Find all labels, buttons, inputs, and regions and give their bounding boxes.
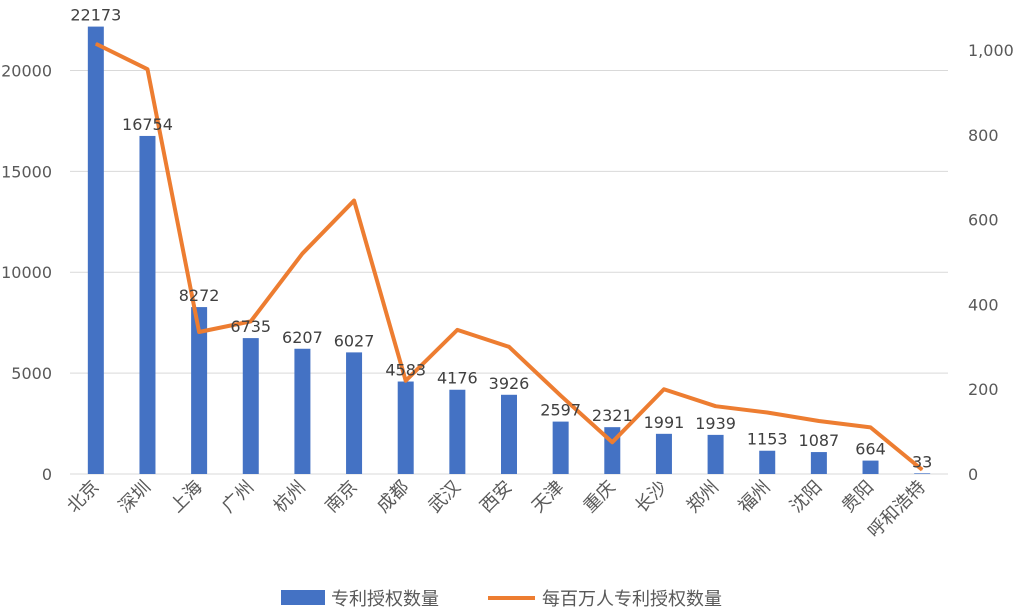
right-tick-label: 1,000 [968, 41, 1014, 60]
legend: 专利授权数量 每百万人专利授权数量 [281, 589, 722, 608]
right-tick-label: 800 [968, 126, 999, 145]
bar [810, 452, 827, 474]
category-label: 天津 [528, 477, 568, 517]
bar [707, 434, 724, 474]
line-point [611, 441, 613, 443]
category-label: 沈阳 [786, 477, 826, 517]
bar [501, 394, 517, 474]
bar-data-label: 2597 [540, 401, 581, 420]
bar [191, 307, 208, 474]
line-point [353, 200, 355, 202]
bar-data-label: 1087 [799, 431, 840, 450]
line-layer [94, 41, 924, 472]
bar-data-label: 2321 [592, 406, 633, 425]
bar [87, 26, 104, 474]
bar [242, 338, 259, 474]
bar-data-label: 1939 [695, 414, 736, 433]
left-tick-label: 15000 [1, 162, 52, 181]
category-label: 上海 [166, 477, 206, 517]
legend-bar-label: 专利授权数量 [331, 589, 439, 608]
category-label: 西安 [476, 477, 516, 517]
left-tick-label: 5000 [11, 364, 52, 383]
left-tick-label: 20000 [1, 61, 52, 80]
line-point [560, 395, 562, 397]
category-label: 武汉 [425, 477, 465, 517]
category-label: 呼和浩特 [864, 477, 930, 543]
category-label: 长沙 [631, 477, 671, 517]
bars-layer [87, 26, 931, 474]
bar-data-label: 4583 [385, 361, 426, 380]
bar-data-label: 3926 [489, 374, 530, 393]
bar-data-label: 6207 [282, 328, 323, 347]
line-point [508, 346, 510, 348]
right-tick-label: 600 [968, 211, 999, 230]
bar [346, 352, 363, 474]
bar [655, 433, 672, 474]
category-label: 深圳 [115, 477, 155, 517]
line-point [95, 43, 97, 45]
line-point [405, 380, 407, 382]
data-labels: 22173 16754 8272 6735 6207 6027 4583 4176 3926 25… [70, 6, 932, 472]
line-point [715, 405, 717, 407]
bar [397, 381, 414, 474]
line-point [818, 420, 820, 422]
bar-data-label: 664 [855, 440, 886, 459]
right-tick-label: 0 [968, 465, 978, 484]
bar-data-label: 1991 [644, 413, 685, 432]
category-label: 南京 [321, 477, 361, 517]
bar [862, 460, 879, 474]
bar [139, 135, 156, 474]
category-label: 杭州 [270, 477, 310, 517]
bar [552, 421, 569, 474]
legend-line-label: 每百万人专利授权数量 [542, 589, 722, 608]
bar-data-label: 6027 [334, 331, 375, 350]
bar-data-label: 1153 [747, 430, 788, 449]
bar [759, 450, 776, 474]
legend-bar-swatch [281, 590, 325, 605]
bar [449, 389, 466, 474]
category-label: 贵阳 [838, 477, 878, 517]
bar-data-label: 6735 [230, 317, 271, 336]
line-point [301, 253, 303, 255]
left-axis-ticks: 0 5000 10000 15000 20000 [1, 61, 52, 484]
bar [294, 348, 311, 474]
line-point [456, 329, 458, 331]
left-tick-label: 10000 [1, 263, 52, 282]
category-label: 郑州 [683, 477, 723, 517]
bar-data-label: 16754 [122, 115, 173, 134]
bar [914, 473, 931, 474]
line-point [870, 426, 872, 428]
line-point [250, 320, 252, 322]
line-point [663, 388, 665, 390]
category-label: 成都 [373, 477, 413, 517]
bar-data-label: 8272 [179, 286, 220, 305]
right-tick-label: 400 [968, 295, 999, 314]
bar-data-label: 22173 [70, 6, 121, 25]
line-point [766, 412, 768, 414]
category-label: 北京 [63, 477, 103, 517]
category-label: 广州 [218, 477, 258, 517]
bar-data-label: 4176 [437, 369, 478, 388]
line-point [146, 68, 148, 70]
bar-data-label: 33 [912, 452, 932, 471]
right-axis-ticks: 0 200 400 600 800 1,000 [968, 41, 1014, 484]
category-label: 福州 [734, 477, 774, 517]
grid-layer [70, 69, 948, 475]
line-point [198, 331, 200, 333]
right-tick-label: 200 [968, 380, 999, 399]
category-label: 重庆 [580, 477, 620, 517]
left-tick-label: 0 [42, 465, 52, 484]
line-point [921, 469, 923, 471]
